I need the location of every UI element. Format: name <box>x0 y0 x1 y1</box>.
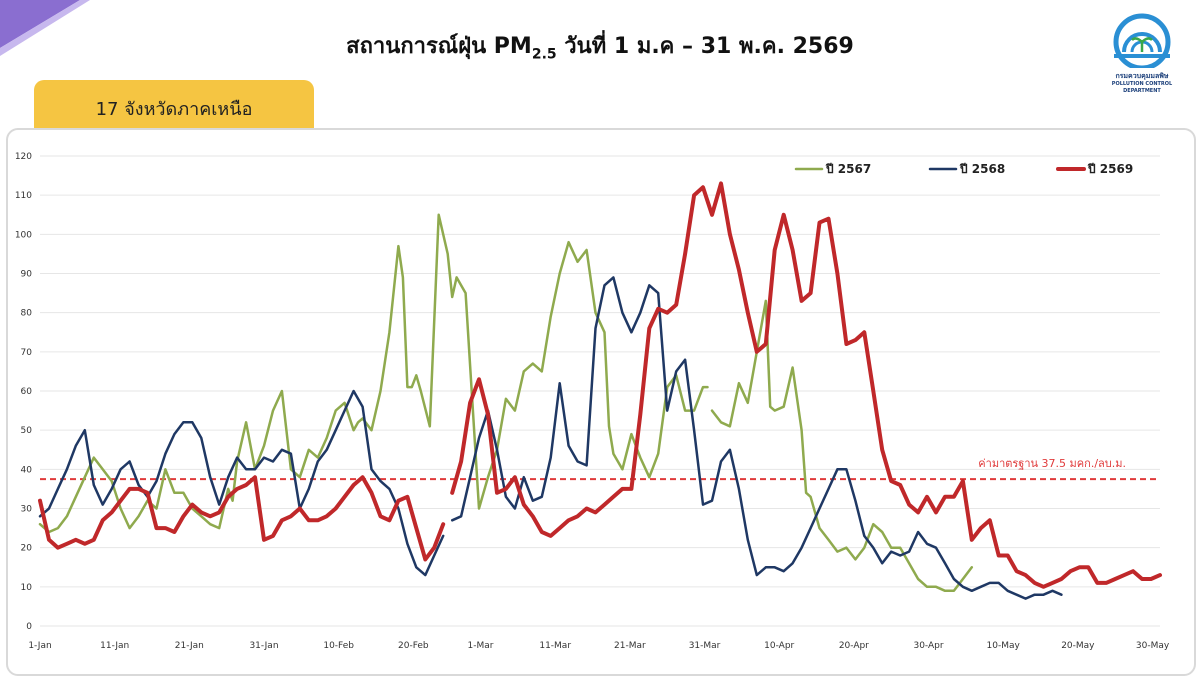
series-line <box>450 276 1063 600</box>
y-tick-label: 100 <box>15 230 32 240</box>
y-tick-label: 50 <box>21 426 33 436</box>
pcd-logo: กรมควบคุมมลพิษ POLLUTION CONTROL DEPARTM… <box>1102 10 1182 94</box>
x-tick-label: 30-May <box>1136 641 1170 651</box>
x-tick-label: 10-Apr <box>764 641 794 651</box>
y-tick-label: 20 <box>21 544 33 554</box>
series-3 <box>38 181 1162 589</box>
x-tick-label: 11-Mar <box>539 641 571 651</box>
y-tick-label: 110 <box>15 191 32 201</box>
series-lines <box>38 181 1162 600</box>
y-tick-label: 60 <box>21 387 33 397</box>
x-tick-label: 1-Jan <box>28 641 51 651</box>
corner-decoration <box>0 0 90 56</box>
standard-reference: ค่ามาตรฐาน 37.5 มคก./ลบ.ม. <box>40 457 1160 481</box>
series-1 <box>38 213 974 593</box>
series-2 <box>38 276 1063 600</box>
x-tick-label: 30-Apr <box>913 641 943 651</box>
x-tick-label: 21-Mar <box>614 641 646 651</box>
logo-emblem-icon <box>1113 13 1171 71</box>
pm25-line-chart: ค่ามาตรฐาน 37.5 มคก./ลบ.ม. 0 10 20 30 40 50 60… <box>15 152 1170 651</box>
x-tick-label: 10-May <box>987 641 1021 651</box>
x-tick-label: 31-Mar <box>689 641 721 651</box>
x-tick-label: 1-Mar <box>468 641 494 651</box>
series-line <box>710 299 974 593</box>
x-tick-label: 10-Feb <box>323 641 354 651</box>
y-axis-ticks: 0 10 20 30 40 50 60 70 80 90 100 110 120 <box>15 152 32 632</box>
x-axis-ticks: 1-Jan 11-Jan 21-Jan 31-Jan 10-Feb 20-Feb 1-Mar… <box>28 641 1170 651</box>
x-tick-label: 20-May <box>1061 641 1095 651</box>
series-line <box>38 389 445 577</box>
x-tick-label: 20-Apr <box>839 641 869 651</box>
series-line <box>38 213 709 534</box>
x-tick-label: 20-Feb <box>398 641 429 651</box>
logo-text-th: กรมควบคุมมลพิษ <box>1115 72 1169 80</box>
legend-label: ปี 2568 <box>959 162 1005 176</box>
legend-label: ปี 2567 <box>825 162 871 176</box>
logo-text-en: POLLUTION CONTROL DEPARTMENT <box>1111 81 1173 94</box>
chart-panel <box>6 128 1196 676</box>
y-tick-label: 120 <box>15 152 32 162</box>
series-line <box>450 181 1162 589</box>
region-tab: 17 จังหวัดภาคเหนือ <box>34 80 314 132</box>
standard-label: ค่ามาตรฐาน 37.5 มคก./ลบ.ม. <box>978 457 1126 470</box>
y-tick-label: 30 <box>21 505 33 515</box>
gridlines <box>40 155 1160 627</box>
x-tick-label: 31-Jan <box>249 641 278 651</box>
legend-label: ปี 2569 <box>1087 162 1133 176</box>
y-tick-label: 0 <box>26 622 32 632</box>
y-tick-label: 10 <box>21 583 33 593</box>
x-tick-label: 21-Jan <box>175 641 204 651</box>
y-tick-label: 80 <box>21 309 33 319</box>
page-title: สถานการณ์ฝุ่น PM2.5 วันที่ 1 ม.ค – 31 พ.… <box>346 34 854 63</box>
series-line <box>38 475 446 562</box>
region-tab-label: 17 จังหวัดภาคเหนือ <box>95 99 253 120</box>
y-tick-label: 40 <box>21 465 33 475</box>
legend: ปี 2567 ปี 2568 ปี 2569 <box>794 162 1133 176</box>
y-tick-label: 90 <box>21 270 33 280</box>
x-tick-label: 11-Jan <box>100 641 129 651</box>
y-tick-label: 70 <box>21 348 33 358</box>
